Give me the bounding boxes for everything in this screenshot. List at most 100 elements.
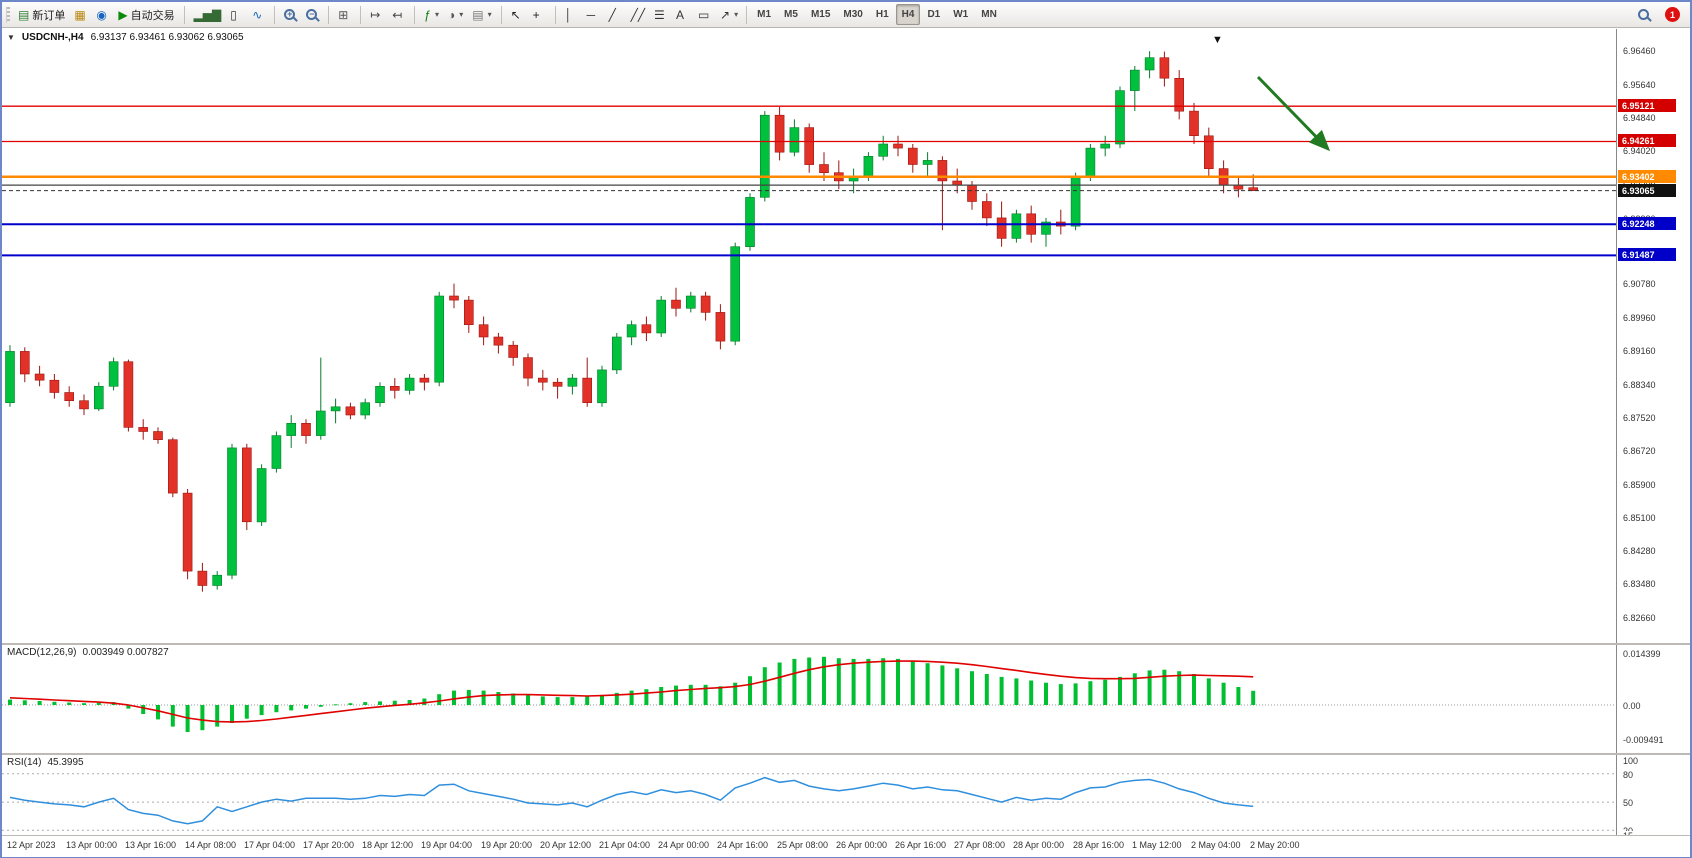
rsi-svg[interactable] <box>2 755 1616 835</box>
timeframe-h4[interactable]: H4 <box>895 4 921 25</box>
rsi-axis-tick: 50 <box>1622 798 1635 808</box>
cursor-icon: ↖ <box>510 7 521 22</box>
price-tick: 6.86720 <box>1622 446 1657 456</box>
trendline-button[interactable]: ╱ <box>605 4 626 25</box>
high-marker[interactable]: ▼ <box>1212 34 1223 46</box>
price-badge: 6.94261 <box>1618 134 1676 147</box>
price-tick: 6.85900 <box>1622 480 1657 490</box>
candlestick-chart-button[interactable]: ▯ <box>226 4 247 25</box>
time-tick: 21 Apr 04:00 <box>599 840 651 850</box>
label-icon: ▭ <box>698 7 710 22</box>
bar-chart-button[interactable]: ▂▅▇ <box>190 4 226 25</box>
zoom-in-button[interactable]: + <box>280 4 301 25</box>
auto-trading-button[interactable]: ▶ 自动交易 <box>114 4 178 25</box>
label-button[interactable]: ▭ <box>694 4 715 25</box>
cursor-button[interactable]: ↖ <box>507 4 528 25</box>
time-tick: 17 Apr 04:00 <box>244 840 296 850</box>
periods-button[interactable]: ◑ ▾ <box>444 4 467 25</box>
chart-expand-caret[interactable]: ▼ <box>7 33 15 42</box>
periods-icon: ◑ <box>447 7 456 22</box>
fibonacci-icon: ☰ <box>654 7 665 22</box>
pane-separator[interactable] <box>2 753 1690 755</box>
chart-windows-button[interactable]: ▦ <box>70 4 91 25</box>
auto-scroll-button[interactable]: ↦ <box>366 4 387 25</box>
fibonacci-button[interactable]: ☰ <box>650 4 671 25</box>
chart-windows-icon: ▦ <box>74 7 86 22</box>
timeframe-m5[interactable]: M5 <box>778 4 804 25</box>
timeframe-m30[interactable]: M30 <box>837 4 868 25</box>
chart-area[interactable]: ▼ USDCNH-,H4 6.93137 6.93461 6.93062 6.9… <box>2 29 1690 857</box>
time-tick: 13 Apr 00:00 <box>66 840 118 850</box>
timeframe-m15[interactable]: M15 <box>805 4 836 25</box>
zoom-out-button[interactable]: − <box>302 4 323 25</box>
timeframe-m1[interactable]: M1 <box>751 4 777 25</box>
main-chart-svg[interactable]: ▼ <box>2 29 1616 643</box>
toolbar-separator <box>746 5 748 24</box>
chart-shift-button[interactable]: ↤ <box>388 4 409 25</box>
tile-windows-icon: ⊞ <box>338 7 349 22</box>
toolbar-groups: ▤ 新订单 ▦ ◉ ▶ 自动交易 ▂▅▇ ▯ ∿ + − ⊞ ↦ ↤ ƒ ▾ ◑ ▾ ▤ ▾ ↖ + │ ─ ╱ ╱╱ ☰ A ▭ ↗ ▾ <box>14 4 742 25</box>
time-tick: 26 Apr 00:00 <box>836 840 888 850</box>
text-button[interactable]: A <box>672 4 693 25</box>
timeframe-w1[interactable]: W1 <box>947 4 974 25</box>
line-chart-button[interactable]: ∿ <box>248 4 269 25</box>
price-tick: 6.96460 <box>1622 46 1657 56</box>
time-tick: 13 Apr 16:00 <box>125 840 177 850</box>
new-order-button[interactable]: ▤ 新订单 <box>14 4 69 25</box>
crosshair-button[interactable]: + <box>529 4 550 25</box>
new-order-icon: ▤ <box>18 7 30 22</box>
timeframe-d1[interactable]: D1 <box>921 4 946 25</box>
candles-layer <box>5 51 1258 592</box>
pane-separator[interactable] <box>2 643 1690 645</box>
tile-windows-button[interactable]: ⊞ <box>334 4 355 25</box>
notification-badge[interactable]: 1 <box>1665 7 1680 22</box>
templates-button[interactable]: ▤ ▾ <box>468 4 495 25</box>
hlines-layer[interactable] <box>2 105 1616 257</box>
time-tick: 28 Apr 16:00 <box>1073 840 1125 850</box>
channel-button[interactable]: ╱╱ <box>627 4 649 25</box>
price-tick: 6.84280 <box>1622 546 1657 556</box>
crosshair-icon: + <box>532 7 540 22</box>
time-tick: 17 Apr 20:00 <box>303 840 355 850</box>
chevron-down-icon: ▾ <box>487 10 492 19</box>
chevron-down-icon: ▾ <box>434 10 439 19</box>
time-axis-separator <box>2 835 1690 836</box>
toolbar-right: 1 <box>1634 4 1686 25</box>
market-watch-button[interactable]: ◉ <box>92 4 113 25</box>
time-tick: 14 Apr 08:00 <box>185 840 237 850</box>
price-axis[interactable]: 6.964606.956406.948406.940206.932006.923… <box>1616 29 1690 841</box>
macd-svg[interactable] <box>2 645 1616 753</box>
trend-arrow-annotation[interactable] <box>1256 75 1331 152</box>
macd-values: 0.003949 0.007827 <box>82 647 169 658</box>
timeframe-mn[interactable]: MN <box>975 4 1003 25</box>
rsi-name: RSI(14) <box>7 757 42 768</box>
toolbar-separator <box>554 5 556 24</box>
toolbar-separator <box>183 5 185 24</box>
time-tick: 25 Apr 08:00 <box>777 840 829 850</box>
time-axis[interactable]: 12 Apr 2023 13 Apr 00:00 13 Apr 16:00 14 Ap… <box>2 836 1690 857</box>
macd-axis-tick: 0.014399 <box>1622 649 1662 659</box>
vertical-line-button[interactable]: │ <box>561 4 582 25</box>
indicators-icon: ƒ <box>424 7 431 22</box>
text-icon: A <box>676 7 685 22</box>
time-tick: 24 Apr 00:00 <box>658 840 710 850</box>
rsi-value: 45.3995 <box>47 757 84 768</box>
time-tick: 2 May 20:00 <box>1250 840 1300 850</box>
price-tick: 6.89160 <box>1622 346 1657 356</box>
time-tick: 19 Apr 04:00 <box>421 840 473 850</box>
price-badge: 6.95121 <box>1618 99 1676 112</box>
shapes-button[interactable]: ↗ ▾ <box>716 4 742 25</box>
toolbar-separator <box>360 5 362 24</box>
time-tick: 20 Apr 12:00 <box>540 840 592 850</box>
search-button[interactable] <box>1634 4 1655 25</box>
indicators-button[interactable]: ƒ ▾ <box>420 4 443 25</box>
horizontal-line-button[interactable]: ─ <box>583 4 604 25</box>
toolbar-separator <box>414 5 416 24</box>
rsi-label: RSI(14) 45.3995 <box>7 757 84 768</box>
chart-ohlc-values: 6.93137 6.93461 6.93062 6.93065 <box>90 32 244 43</box>
trendline-icon: ╱ <box>608 7 616 22</box>
magnifier-icon: − <box>306 9 318 20</box>
price-badge: 6.92248 <box>1618 217 1676 230</box>
timeframe-h1[interactable]: H1 <box>870 4 895 25</box>
